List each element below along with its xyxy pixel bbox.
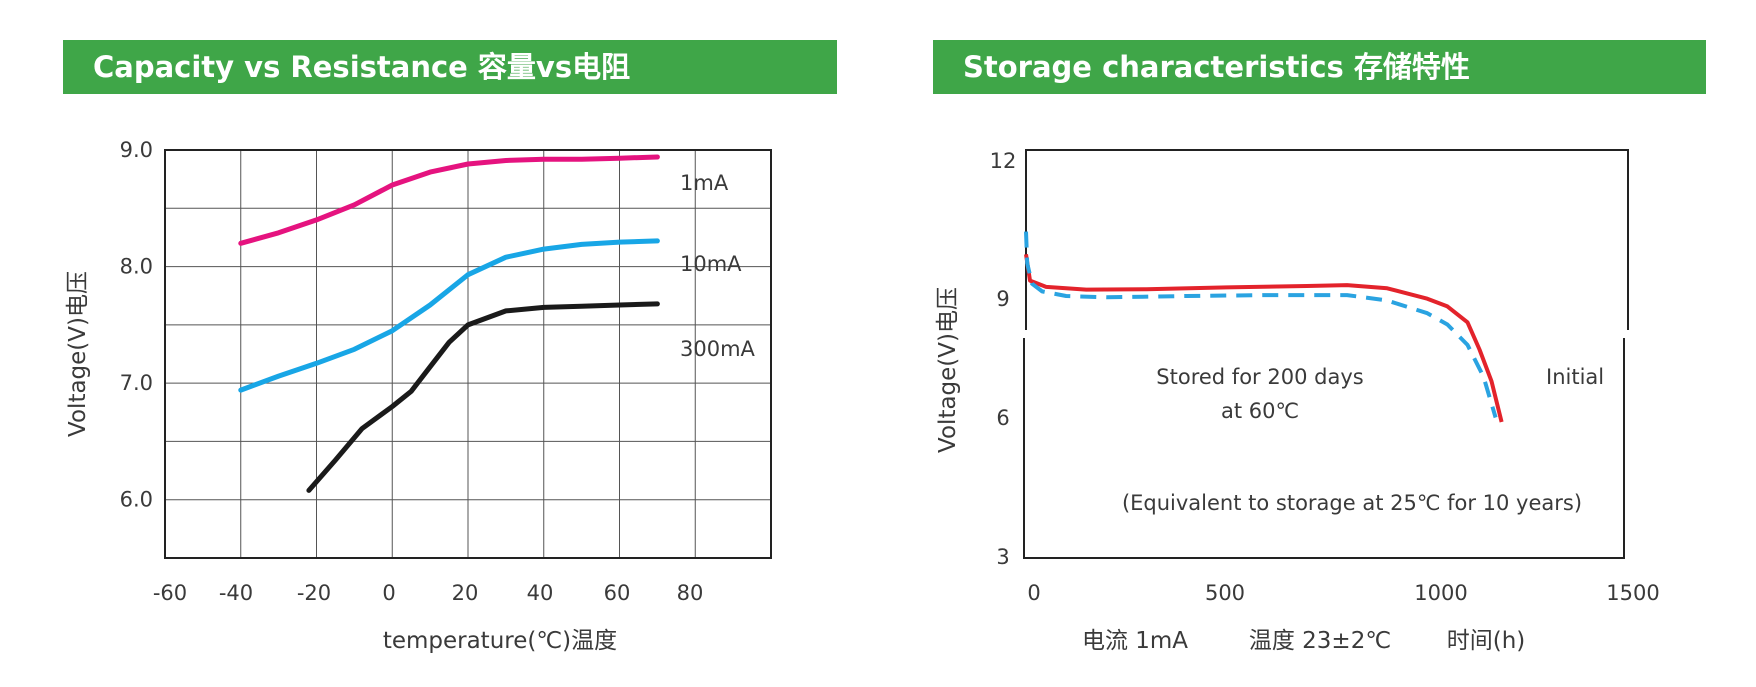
x-tick-label: 0: [382, 581, 395, 605]
series-line-initial: [1024, 253, 1504, 423]
y-axis-label: Voltage(V)电压: [935, 287, 961, 453]
x-axis-label-part: 电流 1mA: [1082, 628, 1188, 654]
capacity-vs-resistance-chart: 9.0 8.0 7.0 6.0 -60 -40 -20 0 20 40 60 80 temperatur…: [65, 138, 772, 654]
y-tick-label: 6: [996, 406, 1009, 430]
plot-frame-bottom: [1023, 338, 1625, 559]
y-tick-label: 8.0: [120, 255, 153, 279]
x-tick-label: 80: [677, 581, 704, 605]
y-tick-label: 3: [996, 545, 1009, 569]
x-axis-label-part: 温度 23±2℃: [1249, 628, 1391, 654]
x-tick-label: 1500: [1606, 581, 1659, 605]
y-tick-label: 9: [996, 287, 1009, 311]
x-tick-label: -40: [219, 581, 253, 605]
series-label-300mA: 300mA: [680, 337, 756, 361]
x-tick-label: 40: [527, 581, 554, 605]
x-tick-label: 0: [1027, 581, 1040, 605]
series-line-300mA: [306, 301, 660, 493]
series-line-10mA: [238, 238, 660, 393]
annotation-temperature: at 60℃: [1221, 399, 1299, 423]
x-tick-label: 500: [1205, 581, 1245, 605]
x-axis-label: temperature(℃)温度: [383, 628, 617, 654]
series-line-1mA: [238, 154, 660, 246]
x-axis-label-part: 时间(h): [1447, 628, 1526, 654]
storage-chart-title-banner: Storage characteristics 存储特性: [933, 40, 1706, 94]
x-tick-label: 60: [604, 581, 631, 605]
x-tick-label: 20: [452, 581, 479, 605]
annotation-stored-days: Stored for 200 days: [1156, 365, 1363, 389]
plot-frame: [164, 149, 772, 559]
y-tick-label: 12: [990, 149, 1017, 173]
x-tick-label: 1000: [1414, 581, 1467, 605]
series-line-stored: [1024, 231, 1498, 419]
plot-frame-top: [1025, 149, 1629, 330]
y-tick-label: 6.0: [120, 488, 153, 512]
y-tick-label: 7.0: [120, 371, 153, 395]
series-label-1mA: 1mA: [680, 171, 729, 195]
y-axis-label: Voltage(V)电压: [65, 271, 91, 437]
series-label-initial: Initial: [1546, 365, 1604, 389]
y-tick-label: 9.0: [120, 138, 153, 162]
x-tick-label: -20: [297, 581, 331, 605]
series-label-10mA: 10mA: [680, 252, 742, 276]
x-tick-label: -60: [153, 581, 187, 605]
annotation-equivalent: (Equivalent to storage at 25℃ for 10 yea…: [1122, 491, 1582, 515]
capacity-chart-title-banner: Capacity vs Resistance 容量vs电阻: [63, 40, 837, 94]
